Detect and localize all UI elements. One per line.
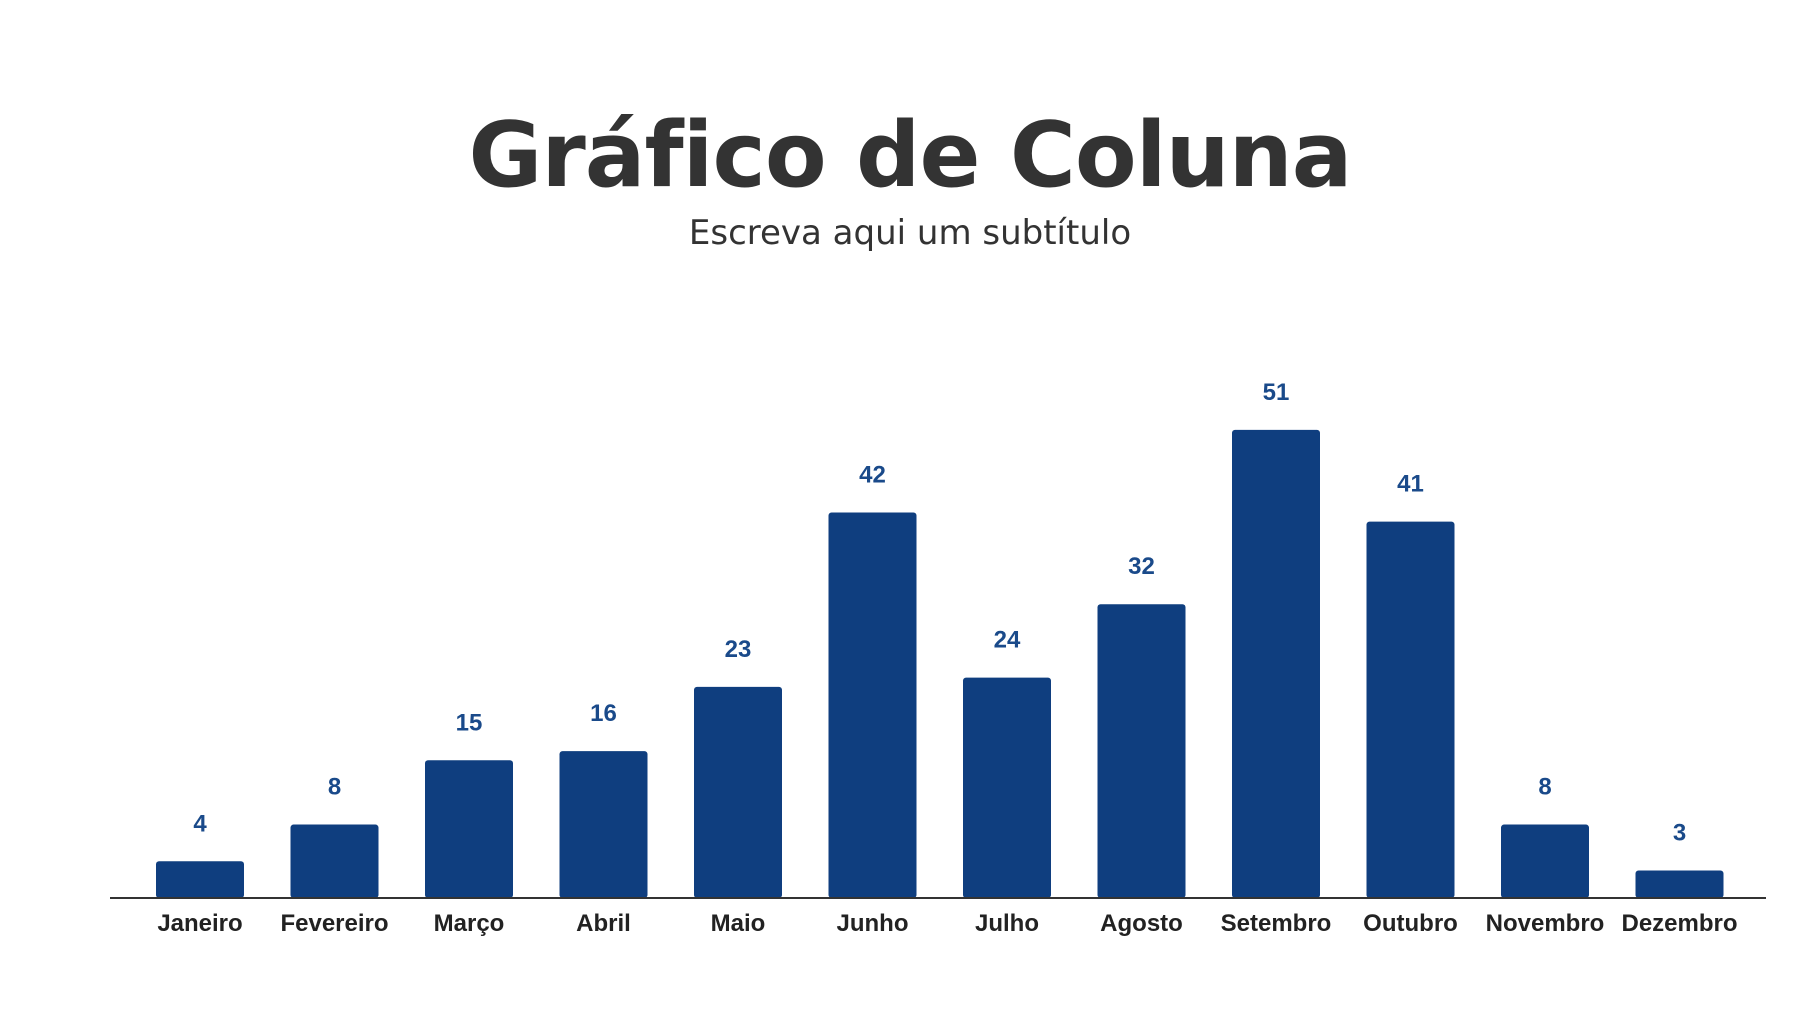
- bar-outubro: [1366, 521, 1455, 898]
- category-label-janeiro: Janeiro: [157, 910, 242, 937]
- bar-dezembro: [1635, 870, 1724, 898]
- chart-subtitle: Escreva aqui um subtítulo: [688, 213, 1132, 253]
- bar-agosto: [1097, 604, 1186, 898]
- category-label-fevereiro: Fevereiro: [280, 910, 388, 937]
- value-label-janeiro: 4: [193, 810, 207, 837]
- bar-fevereiro: [290, 824, 379, 898]
- bar-janeiro: [156, 861, 244, 898]
- bar-junho: [828, 512, 917, 898]
- bar-setembro: [1232, 429, 1320, 898]
- bar-julho: [963, 677, 1051, 898]
- value-label-maio: 23: [725, 636, 752, 663]
- category-label-dezembro: Dezembro: [1621, 910, 1737, 937]
- value-label-dezembro: 3: [1673, 819, 1686, 846]
- category-label-novembro: Novembro: [1486, 910, 1605, 937]
- category-label-junho: Junho: [837, 910, 909, 937]
- category-labels-group: Janeiro Fevereiro Março Abril Maio Junho Julho…: [157, 910, 1737, 937]
- bars-group: [156, 429, 1724, 898]
- bar-maio: [694, 686, 782, 898]
- chart-title: Gráfico de Coluna: [468, 103, 1353, 208]
- bar-marco: [425, 760, 513, 898]
- value-label-fevereiro: 8: [328, 774, 341, 801]
- bar-abril: [559, 751, 648, 898]
- value-label-outubro: 41: [1397, 471, 1424, 498]
- value-labels-group: 4 8 15 16 23 42 24 32 51 41 8 3: [193, 379, 1686, 847]
- bar-novembro: [1501, 824, 1589, 898]
- value-label-setembro: 51: [1263, 379, 1290, 406]
- category-label-outubro: Outubro: [1363, 910, 1458, 937]
- category-label-marco: Março: [434, 910, 505, 937]
- value-label-junho: 42: [859, 461, 886, 488]
- value-label-julho: 24: [994, 627, 1021, 654]
- category-label-abril: Abril: [576, 910, 631, 937]
- value-label-marco: 15: [456, 709, 483, 736]
- category-label-maio: Maio: [711, 910, 766, 937]
- value-label-novembro: 8: [1538, 774, 1551, 801]
- value-label-abril: 16: [590, 700, 617, 727]
- chart-header: Gráfico de Coluna Escreva aqui um subtít…: [0, 100, 1820, 254]
- category-label-julho: Julho: [975, 910, 1039, 937]
- category-label-setembro: Setembro: [1221, 910, 1332, 937]
- value-label-agosto: 32: [1128, 553, 1155, 580]
- category-label-agosto: Agosto: [1100, 910, 1183, 937]
